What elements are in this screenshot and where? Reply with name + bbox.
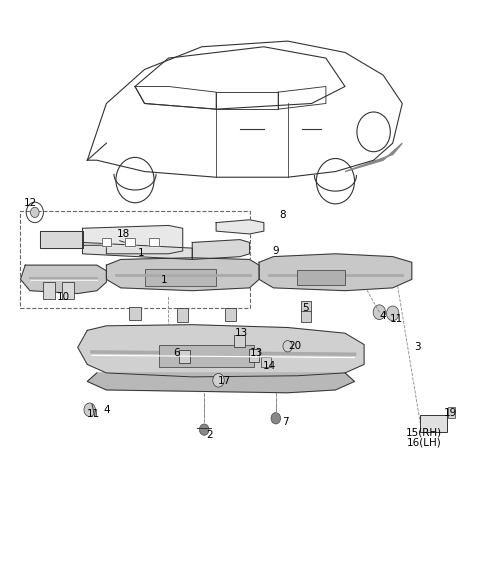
Text: 20: 20	[288, 341, 301, 351]
Text: 10: 10	[57, 292, 70, 303]
Text: 13: 13	[250, 348, 264, 358]
Circle shape	[271, 413, 281, 424]
Circle shape	[386, 306, 399, 321]
Bar	[262, 357, 271, 367]
Text: 7: 7	[282, 417, 288, 428]
Polygon shape	[78, 325, 364, 377]
Text: 12: 12	[24, 198, 36, 207]
Bar	[225, 308, 236, 321]
Bar	[249, 349, 259, 361]
Text: 11: 11	[86, 409, 100, 420]
Polygon shape	[83, 242, 192, 259]
Circle shape	[213, 373, 224, 387]
Bar	[149, 238, 159, 246]
Text: 16(LH): 16(LH)	[407, 438, 441, 447]
Circle shape	[373, 305, 385, 320]
Circle shape	[199, 424, 209, 435]
Text: 17: 17	[218, 376, 231, 386]
Bar	[149, 238, 159, 246]
Bar	[125, 238, 135, 246]
Bar	[102, 238, 111, 246]
Circle shape	[283, 341, 292, 352]
Bar	[177, 308, 189, 322]
Bar	[300, 301, 311, 312]
Polygon shape	[21, 265, 107, 294]
Text: 8: 8	[280, 210, 286, 220]
Bar	[300, 311, 311, 322]
Text: 5: 5	[302, 303, 309, 313]
Text: 11: 11	[390, 314, 403, 324]
Circle shape	[84, 403, 96, 417]
Polygon shape	[107, 258, 259, 291]
Polygon shape	[87, 373, 355, 393]
Text: 13: 13	[234, 328, 248, 338]
Text: 15(RH): 15(RH)	[406, 428, 442, 438]
Text: 2: 2	[206, 430, 213, 440]
Bar	[159, 344, 254, 367]
Text: 6: 6	[174, 348, 180, 358]
Bar	[62, 282, 74, 299]
Text: 4: 4	[103, 405, 110, 415]
Bar	[447, 407, 455, 418]
Bar	[420, 416, 446, 433]
Bar	[234, 335, 245, 347]
Bar	[297, 270, 345, 285]
Bar	[129, 307, 141, 320]
Bar	[125, 238, 135, 246]
Polygon shape	[83, 226, 183, 254]
Text: 9: 9	[273, 246, 279, 256]
Polygon shape	[345, 143, 402, 172]
Bar	[43, 282, 55, 299]
Text: 18: 18	[117, 229, 130, 239]
Text: 19: 19	[444, 408, 457, 418]
Polygon shape	[216, 220, 264, 234]
Text: 1: 1	[137, 248, 144, 258]
Bar	[102, 238, 111, 246]
Text: 4: 4	[380, 311, 386, 321]
Bar	[144, 269, 216, 286]
Text: 14: 14	[263, 361, 276, 370]
Polygon shape	[259, 254, 412, 291]
Polygon shape	[39, 231, 83, 248]
Circle shape	[31, 207, 39, 218]
Polygon shape	[192, 239, 250, 259]
Text: 3: 3	[414, 343, 421, 352]
Text: 1: 1	[160, 275, 167, 286]
Bar	[179, 349, 191, 363]
